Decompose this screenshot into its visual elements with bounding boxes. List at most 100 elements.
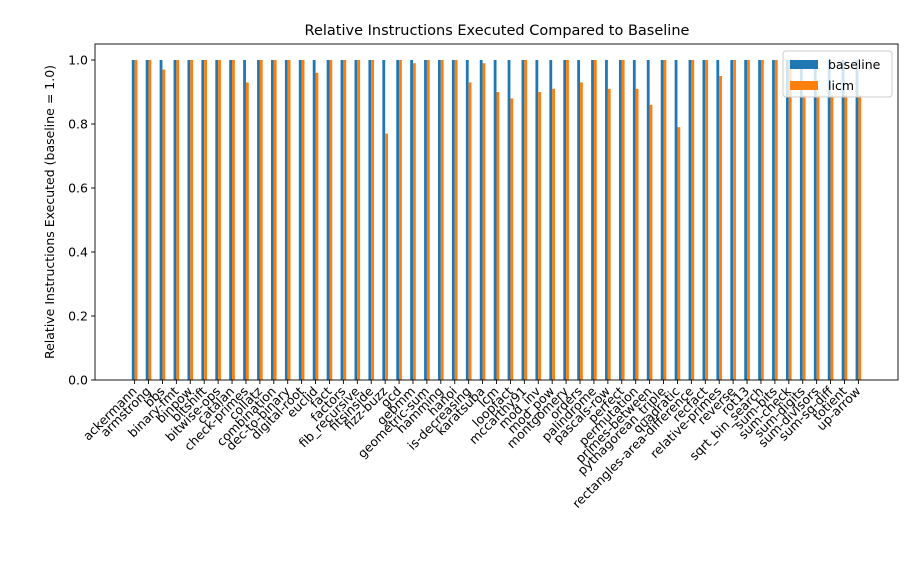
bar-licm-fizz-buzz bbox=[385, 133, 388, 380]
bar-baseline-hamming bbox=[438, 60, 441, 380]
bar-licm-primes-between bbox=[649, 104, 653, 381]
bar-licm-karatsuba bbox=[482, 63, 486, 380]
bar-baseline-orders bbox=[577, 60, 581, 380]
y-tick-label: 0.0 bbox=[68, 373, 88, 388]
bar-baseline-combination bbox=[270, 60, 274, 380]
y-axis: 0.0 0.2 0.4 0.6 0.8 1.0 bbox=[68, 53, 95, 388]
y-tick-label: 0.4 bbox=[68, 245, 88, 260]
bar-baseline-armstrong bbox=[145, 60, 149, 380]
bar-licm-relative-primes bbox=[719, 76, 723, 380]
bar-licm-permutation bbox=[635, 88, 639, 381]
bar-baseline-bbs bbox=[159, 60, 163, 380]
bar-baseline-permutation bbox=[632, 60, 636, 380]
bar-licm-sqrt_bin_search bbox=[760, 60, 764, 380]
bar-licm-orders bbox=[580, 82, 583, 381]
bar-licm-binpow bbox=[190, 60, 194, 380]
bar-baseline-ackermann bbox=[131, 60, 135, 380]
bar-baseline-sum-divisors bbox=[813, 60, 817, 380]
bar-licm-recfact bbox=[705, 60, 709, 380]
bar-licm-mod_inv bbox=[538, 92, 542, 380]
bar-licm-rot13 bbox=[747, 60, 750, 380]
bar-licm-factors bbox=[343, 60, 347, 380]
bar-baseline-sqrt_bin_search bbox=[758, 60, 761, 380]
bar-baseline-dec-to-binary bbox=[284, 60, 288, 380]
bar-baseline-bitwise-ops bbox=[215, 60, 219, 380]
bar-baseline-collatz bbox=[257, 60, 260, 380]
bar-licm-up-arrow bbox=[858, 95, 862, 380]
bar-baseline-digital-root bbox=[298, 60, 302, 380]
bar-baseline-sum-bits bbox=[772, 60, 775, 380]
bar-baseline-perfect bbox=[618, 60, 622, 380]
y-tick-label: 1.0 bbox=[68, 53, 88, 68]
bar-baseline-up-arrow bbox=[855, 60, 859, 380]
bar-baseline-recfact bbox=[702, 60, 706, 380]
legend-label-licm: licm bbox=[828, 78, 854, 93]
bar-licm-mod_pow bbox=[552, 88, 555, 381]
bar-licm-mccarthy91 bbox=[524, 60, 528, 380]
plot-area bbox=[94, 43, 899, 381]
bar-licm-sum-check bbox=[788, 60, 792, 380]
bar-baseline-sum-check bbox=[786, 60, 789, 380]
bar-baseline-palindrome bbox=[591, 60, 594, 380]
bar-baseline-gebmm bbox=[410, 60, 413, 380]
bar-licm-is-decreasing bbox=[468, 82, 472, 381]
bar-baseline-primes-between bbox=[646, 60, 650, 380]
bar-licm-sum-sq-diff bbox=[830, 95, 834, 380]
y-tick-label: 0.6 bbox=[68, 181, 88, 196]
bar-baseline-lcm bbox=[493, 60, 497, 380]
bar-baseline-fitsinside bbox=[368, 60, 372, 380]
bar-licm-ackermann bbox=[134, 60, 138, 380]
bar-baseline-check-primes bbox=[243, 60, 246, 380]
bar-licm-fib_recursive bbox=[357, 60, 361, 380]
bar-licm-binary-fmt bbox=[176, 60, 180, 380]
bar-licm-lcm bbox=[496, 92, 500, 380]
chart-title: Relative Instructions Executed Compared … bbox=[305, 23, 690, 39]
bar-baseline-mod_pow bbox=[549, 60, 553, 380]
bar-baseline-relative-primes bbox=[716, 60, 720, 380]
bar-licm-catalan bbox=[232, 60, 235, 380]
bar-licm-euclid bbox=[315, 72, 319, 381]
bar-licm-gcd bbox=[399, 60, 402, 380]
bar-baseline-binpow bbox=[187, 60, 191, 380]
bar-licm-collatz bbox=[259, 60, 263, 380]
bar-licm-hamming bbox=[440, 60, 444, 380]
bar-baseline-totient bbox=[841, 60, 845, 380]
legend-swatch-baseline bbox=[790, 60, 818, 69]
bar-licm-palindrome bbox=[593, 60, 597, 380]
bar-baseline-karatsuba bbox=[479, 60, 483, 380]
bar-licm-bbs bbox=[162, 69, 166, 380]
legend-label-baseline: baseline bbox=[828, 57, 881, 72]
bar-baseline-euclid bbox=[312, 60, 316, 380]
bar-licm-fact bbox=[329, 60, 333, 380]
bar-baseline-loopfact bbox=[507, 60, 511, 380]
bar-baseline-gcd bbox=[396, 60, 400, 380]
bar-licm-montgomery bbox=[566, 60, 569, 380]
bar-licm-digital-root bbox=[301, 60, 305, 380]
bar-licm-totient bbox=[844, 95, 848, 380]
bar-licm-bitshift bbox=[204, 60, 207, 380]
y-tick-label: 0.8 bbox=[68, 117, 88, 132]
bar-baseline-hanoi bbox=[451, 60, 455, 380]
bar-licm-pythagorean_triple bbox=[663, 60, 667, 380]
bar-licm-bitwise-ops bbox=[218, 60, 221, 380]
y-tick-label: 0.2 bbox=[68, 309, 88, 324]
bar-baseline-montgomery bbox=[563, 60, 567, 380]
bar-licm-fitsinside bbox=[371, 60, 375, 380]
bar-licm-armstrong bbox=[148, 60, 152, 380]
bar-licm-quadratic bbox=[677, 127, 681, 380]
bar-baseline-binary-fmt bbox=[173, 60, 177, 380]
bar-baseline-pascals-row bbox=[605, 60, 608, 380]
bar-baseline-sum-digits bbox=[799, 60, 803, 380]
bar-licm-combination bbox=[273, 60, 277, 380]
bar-licm-perfect bbox=[621, 60, 625, 380]
bar-baseline-fact bbox=[326, 60, 330, 380]
x-axis: ackermannarmstrongbbsbinary-fmtbinpowbit… bbox=[80, 380, 864, 511]
bar-licm-hanoi bbox=[454, 60, 458, 380]
bar-baseline-mod_inv bbox=[535, 60, 539, 380]
bar-baseline-factors bbox=[340, 60, 344, 380]
bar-baseline-reverse bbox=[730, 60, 734, 380]
bar-baseline-rectangles-area-difference bbox=[688, 60, 692, 380]
bar-baseline-bitshift bbox=[201, 60, 205, 380]
legend-swatch-licm bbox=[790, 81, 818, 90]
